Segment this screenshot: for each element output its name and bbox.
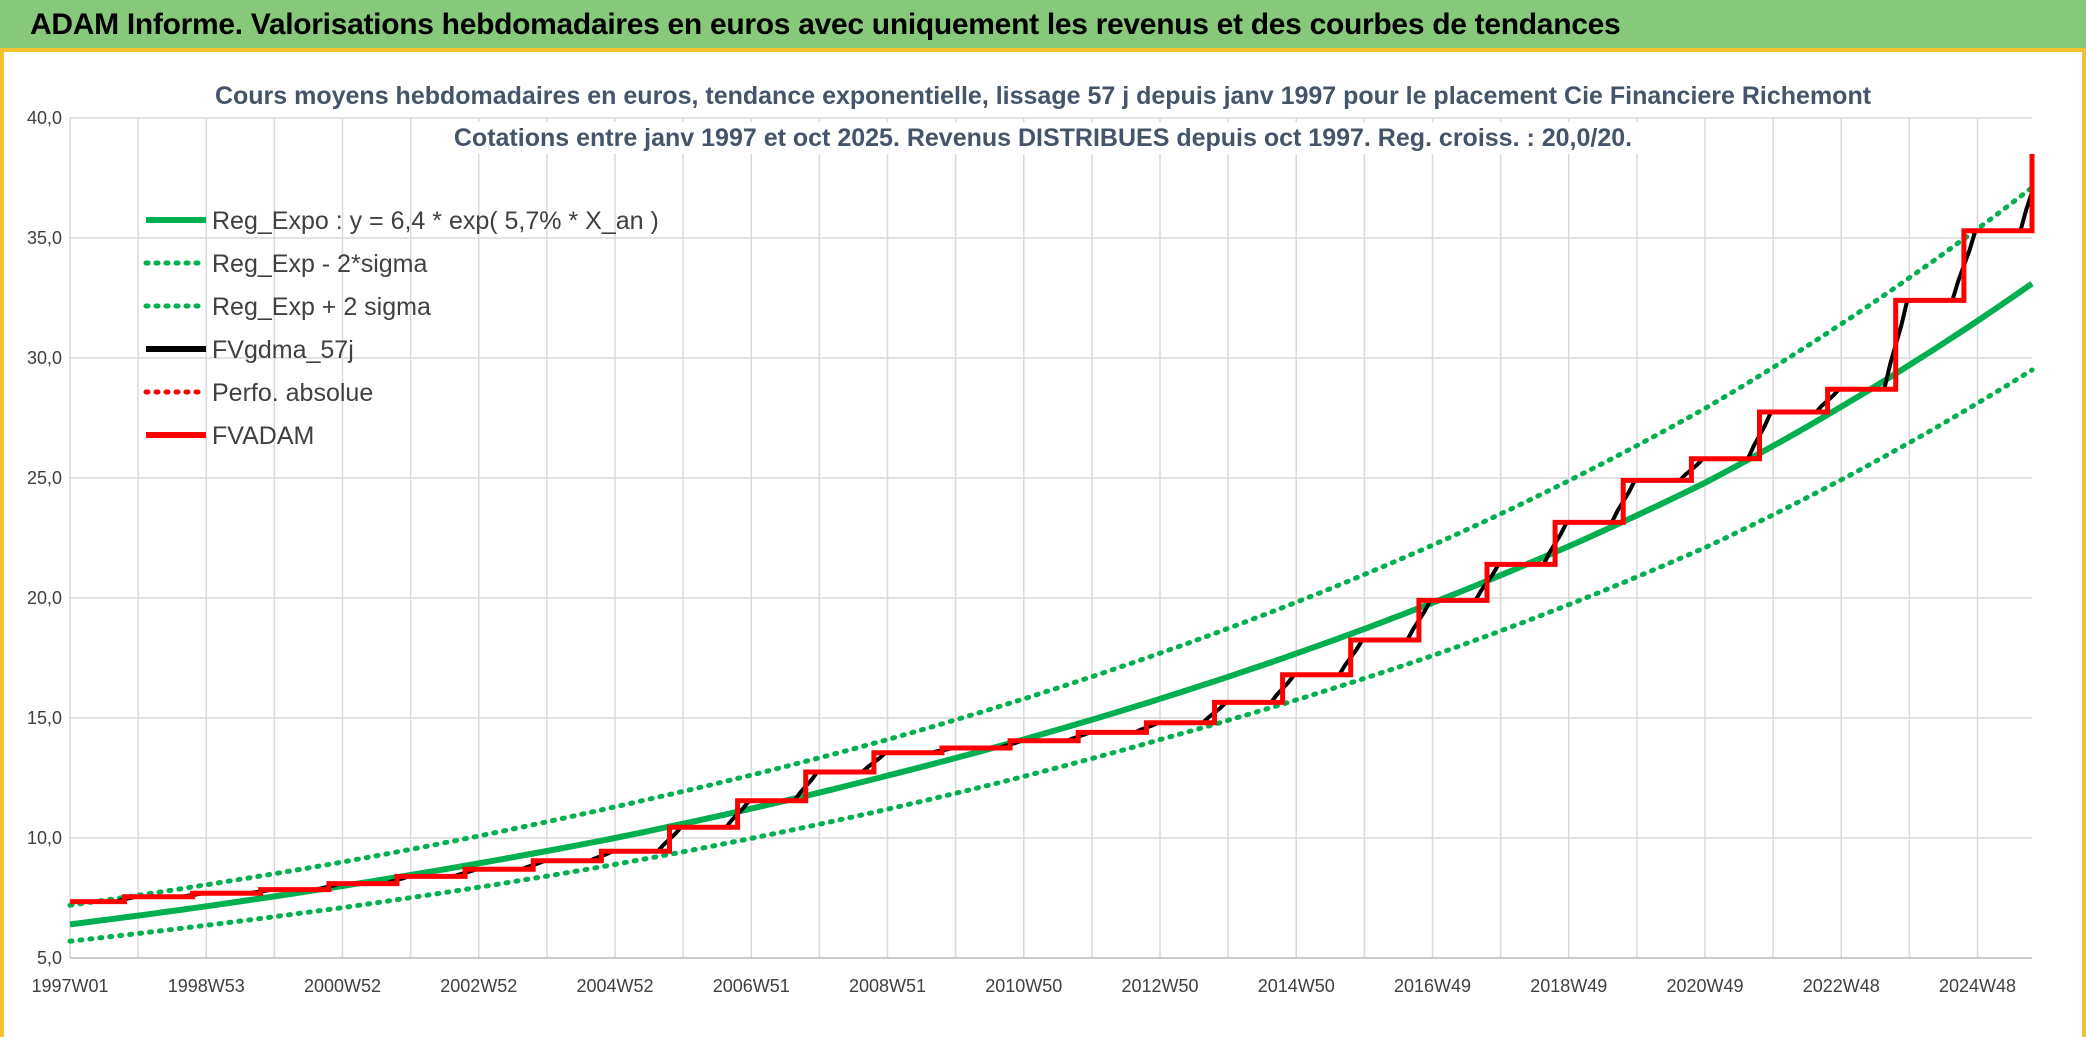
y-tick-label: 5,0	[37, 948, 62, 968]
y-tick-label: 25,0	[27, 468, 62, 488]
x-tick-label: 2016W49	[1394, 976, 1471, 996]
y-tick-label: 20,0	[27, 588, 62, 608]
legend-label: Reg_Exp - 2*sigma	[212, 250, 427, 278]
report-banner: ADAM Informe. Valorisations hebdomadaire…	[0, 0, 2086, 52]
axes: 5,0 10,0 15,0 20,0 25,0 30,0 35,0 40,0 1997W01 19…	[27, 108, 2032, 996]
chart-title: Cours moyens hebdomadaires en euros, ten…	[215, 82, 1872, 110]
x-tick-label: 2000W52	[304, 976, 381, 996]
chart-frame: Cours moyens hebdomadaires en euros, ten…	[0, 52, 2086, 1037]
y-tick-label: 30,0	[27, 348, 62, 368]
x-tick-label: 2020W49	[1666, 976, 1743, 996]
x-tick-label: 1998W53	[168, 976, 245, 996]
x-tick-label: 2012W50	[1121, 976, 1198, 996]
series-reg-exp-plus-2sigma	[67, 185, 2035, 908]
x-tick-label: 2022W48	[1803, 976, 1880, 996]
data-series	[67, 154, 2035, 944]
grid-lines	[69, 117, 2032, 959]
y-tick-label: 10,0	[27, 828, 62, 848]
legend-label: Perfo. absolue	[212, 379, 373, 407]
legend-label: FVgdma_57j	[212, 336, 354, 364]
line-chart: Cours moyens hebdomadaires en euros, ten…	[27, 80, 2035, 996]
x-tick-label: 2010W50	[985, 976, 1062, 996]
x-tick-label: 1997W01	[31, 976, 108, 996]
x-tick-label: 2014W50	[1258, 976, 1335, 996]
x-tick-label: 2024W48	[1939, 976, 2016, 996]
series-fvadam	[70, 154, 2035, 905]
y-tick-label: 15,0	[27, 708, 62, 728]
x-tick-label: 2006W51	[713, 976, 790, 996]
y-tick-label: 35,0	[27, 228, 62, 248]
x-tick-label: 2008W51	[849, 976, 926, 996]
legend-label: Reg_Expo : y = 6,4 * exp( 5,7% * X_an )	[212, 207, 659, 235]
x-tick-label: 2002W52	[440, 976, 517, 996]
legend-label: FVADAM	[212, 422, 314, 450]
legend-label: Reg_Exp + 2 sigma	[212, 293, 431, 321]
y-tick-label: 40,0	[27, 108, 62, 128]
x-tick-label: 2018W49	[1530, 976, 1607, 996]
report-title: ADAM Informe. Valorisations hebdomadaire…	[30, 8, 1621, 41]
legend: Reg_Expo : y = 6,4 * exp( 5,7% * X_an ) R…	[143, 207, 659, 450]
series-reg-exp-minus-2sigma	[67, 367, 2035, 944]
chart-subtitle: Cotations entre janv 1997 et oct 2025. R…	[454, 124, 1632, 152]
x-tick-label: 2004W52	[576, 976, 653, 996]
